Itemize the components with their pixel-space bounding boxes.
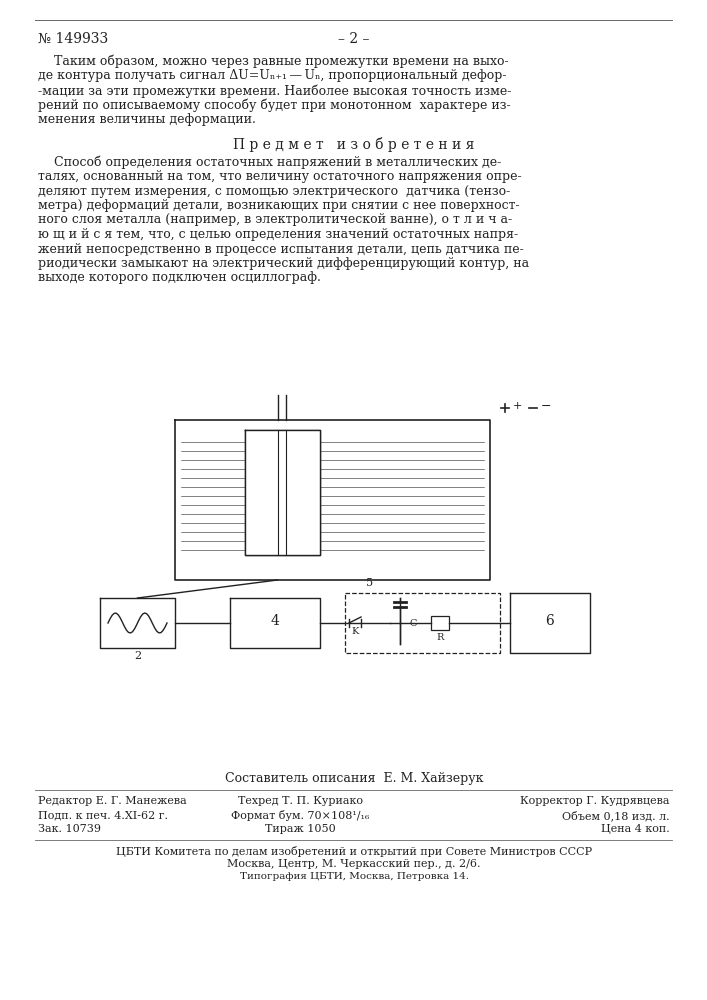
Text: Подп. к печ. 4.XI-62 г.: Подп. к печ. 4.XI-62 г. bbox=[38, 810, 168, 820]
Text: № 149933: № 149933 bbox=[38, 32, 108, 46]
Text: Редактор Е. Г. Манежева: Редактор Е. Г. Манежева bbox=[38, 796, 187, 806]
Text: Цена 4 коп.: Цена 4 коп. bbox=[601, 824, 670, 834]
Text: деляют путем измерения, с помощью электрического  датчика (тензо-: деляют путем измерения, с помощью электр… bbox=[38, 184, 510, 198]
Text: риодически замыкают на электрический дифференцирующий контур, на: риодически замыкают на электрический диф… bbox=[38, 257, 529, 270]
Text: Объем 0,18 изд. л.: Объем 0,18 изд. л. bbox=[562, 810, 670, 821]
Text: ю щ и й с я тем, что, с целью определения значений остаточных напря-: ю щ и й с я тем, что, с целью определени… bbox=[38, 228, 518, 241]
Text: Формат бум. 70×108¹/₁₆: Формат бум. 70×108¹/₁₆ bbox=[230, 810, 369, 821]
Text: 5: 5 bbox=[366, 578, 373, 588]
Text: Техред Т. П. Куриако: Техред Т. П. Куриако bbox=[238, 796, 363, 806]
Text: 4: 4 bbox=[271, 614, 279, 628]
Text: Зак. 10739: Зак. 10739 bbox=[38, 824, 101, 834]
Text: Москва, Центр, М. Черкасский пер., д. 2/6.: Москва, Центр, М. Черкасский пер., д. 2/… bbox=[227, 859, 481, 869]
Text: ­мации за эти промежутки времени. Наиболее высокая точность изме-: ­мации за эти промежутки времени. Наибол… bbox=[38, 84, 511, 98]
Text: K: K bbox=[351, 626, 358, 636]
Text: де контура получать сигнал ΔU=Uₙ₊₁ — Uₙ, пропорциональный дефор-: де контура получать сигнал ΔU=Uₙ₊₁ — Uₙ,… bbox=[38, 70, 506, 83]
Text: метра) деформаций детали, возникающих при снятии с нее поверхност-: метра) деформаций детали, возникающих пр… bbox=[38, 199, 520, 212]
Text: Корректор Г. Кудрявцева: Корректор Г. Кудрявцева bbox=[520, 796, 670, 806]
Text: Типография ЦБТИ, Москва, Петровка 14.: Типография ЦБТИ, Москва, Петровка 14. bbox=[240, 872, 469, 881]
Text: рений по описываемому способу будет при монотонном  характере из-: рений по описываемому способу будет при … bbox=[38, 99, 510, 112]
Text: −: − bbox=[541, 399, 551, 412]
Text: талях, основанный на том, что величину остаточного напряжения опре-: талях, основанный на том, что величину о… bbox=[38, 170, 522, 183]
Text: Способ определения остаточных напряжений в металлических де-: Способ определения остаточных напряжений… bbox=[38, 155, 501, 169]
Bar bbox=[245, 430, 320, 555]
Text: выходе которого подключен осциллограф.: выходе которого подключен осциллограф. bbox=[38, 271, 321, 284]
Bar bbox=[431, 616, 449, 630]
Text: менения величины деформации.: менения величины деформации. bbox=[38, 113, 256, 126]
Text: ЦБТИ Комитета по делам изобретений и открытий при Совете Министров СССР: ЦБТИ Комитета по делам изобретений и отк… bbox=[116, 846, 592, 857]
Text: – 2 –: – 2 – bbox=[338, 32, 370, 46]
Text: 2: 2 bbox=[134, 651, 141, 661]
Text: жений непосредственно в процессе испытания детали, цепь датчика пе-: жений непосредственно в процессе испытан… bbox=[38, 242, 524, 255]
Text: 6: 6 bbox=[546, 614, 554, 628]
Text: Тираж 1050: Тираж 1050 bbox=[264, 824, 335, 834]
Text: ного слоя металла (например, в электролитической ванне), о т л и ч а-: ного слоя металла (например, в электроли… bbox=[38, 214, 512, 227]
Text: R: R bbox=[436, 633, 444, 642]
Text: Таким образом, можно через равные промежутки времени на выхо-: Таким образом, можно через равные промеж… bbox=[38, 55, 508, 68]
Text: +: + bbox=[513, 401, 522, 411]
Text: П р е д м е т   и з о б р е т е н и я: П р е д м е т и з о б р е т е н и я bbox=[233, 137, 474, 152]
Text: Составитель описания  Е. М. Хайзерук: Составитель описания Е. М. Хайзерук bbox=[225, 772, 484, 785]
Text: C: C bbox=[410, 618, 417, 628]
